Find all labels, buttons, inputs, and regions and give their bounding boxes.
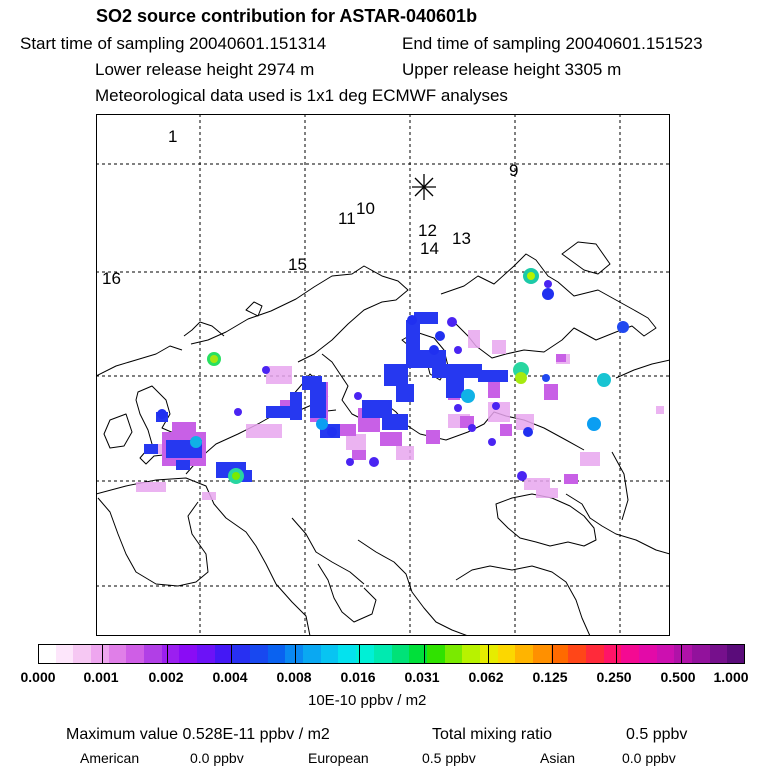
color-scale-divider [423,644,425,664]
color-scale-divider [102,644,104,664]
scale-unit: 10E-10 ppbv / m2 [308,692,427,709]
color-segment [338,644,357,664]
color-segment [267,644,286,664]
trajectory-labels: 1 9 10 11 12 13 14 15 16 [102,127,518,288]
color-segment [621,644,640,664]
scale-tick-5: 0.016 [340,669,376,685]
color-scale-frame [38,644,745,664]
scale-tick-3: 0.004 [212,669,248,685]
color-segment [73,644,92,664]
color-segment [144,644,163,664]
scale-tick-0: 0.000 [20,669,56,685]
american-label: American [80,750,140,766]
color-segment [691,644,710,664]
color-segment [409,644,428,664]
european-value: 0.5 ppbv [422,750,476,766]
footprint-hotspots [157,268,629,484]
scale-tick-4: 0.008 [276,669,312,685]
european-label: European [308,750,369,766]
color-segment [515,644,534,664]
color-scale-bar [38,644,746,664]
total-mixing-label: Total mixing ratio [432,726,553,743]
met-data-text: Meteorological data used is 1x1 deg ECMW… [95,86,508,105]
color-segment [126,644,145,664]
traj-label-10: 10 [356,199,375,218]
star-marker-icon [412,174,436,200]
color-scale-divider [359,644,361,664]
scale-tick-6: 0.031 [404,669,440,685]
color-scale-divider [487,644,489,664]
color-segment [179,644,198,664]
color-segment [285,644,304,664]
traj-label-16: 16 [102,269,121,288]
color-scale-divider [166,644,168,664]
traj-label-11: 11 [338,209,356,228]
color-segment [356,644,375,664]
color-segment [426,644,445,664]
map-title: SO2 source contribution for ASTAR-040601… [96,6,478,26]
scale-tick-10: 0.500 [660,669,696,685]
color-segment [497,644,516,664]
asian-value: 0.0 ppbv [622,750,676,766]
max-value-text: Maximum value 0.528E-11 ppbv / m2 [66,726,330,743]
color-segment [444,644,463,664]
color-scale-divider [552,644,554,664]
american-value: 0.0 ppbv [190,750,244,766]
color-segment [303,644,322,664]
color-segment [91,644,110,664]
color-segment [727,644,746,664]
color-scale-divider [230,644,232,664]
traj-label-15: 15 [288,255,307,274]
so2-contribution-map: 1 9 10 11 12 13 14 15 16 [96,114,670,636]
color-segment [709,644,728,664]
lower-height-text: Lower release height 2974 m [95,60,315,79]
color-segment [462,644,481,664]
color-segment [320,644,339,664]
scale-tick-9: 0.250 [596,669,632,685]
scale-tick-1: 0.001 [83,669,119,685]
end-time-text: End time of sampling 20040601.151523 [402,34,703,53]
asian-label: Asian [540,750,576,766]
color-segment [638,644,657,664]
color-segment [161,644,180,664]
traj-label-13: 13 [452,229,471,248]
color-segment [391,644,410,664]
color-segment [674,644,693,664]
total-mixing-value: 0.5 ppbv [626,726,688,743]
upper-height-text: Upper release height 3305 m [402,60,622,79]
color-segment [656,644,675,664]
scale-tick-11: 1.000 [713,669,749,685]
traj-label-1: 1 [168,127,177,146]
traj-label-12: 12 [418,221,437,240]
color-segment [373,644,392,664]
scale-tick-7: 0.062 [468,669,504,685]
color-segment [108,644,127,664]
color-segment [55,644,74,664]
color-scale-divider [295,644,297,664]
scale-tick-8: 0.125 [532,669,568,685]
color-segment [250,644,269,664]
color-scale-divider [616,644,618,664]
start-time-text: Start time of sampling 20040601.151314 [20,34,327,53]
color-segment [214,644,233,664]
color-segment [38,644,56,664]
scale-tick-2: 0.002 [148,669,184,685]
so2-footprint [136,268,664,500]
color-scale-divider [680,644,682,664]
map-frame [96,114,670,636]
traj-label-9: 9 [509,161,518,180]
color-segment [568,644,587,664]
color-segment [550,644,569,664]
color-segment [532,644,551,664]
traj-label-14: 14 [420,239,439,258]
color-segment [232,644,251,664]
map-grid [96,114,670,636]
color-segment [585,644,604,664]
color-segment [197,644,216,664]
